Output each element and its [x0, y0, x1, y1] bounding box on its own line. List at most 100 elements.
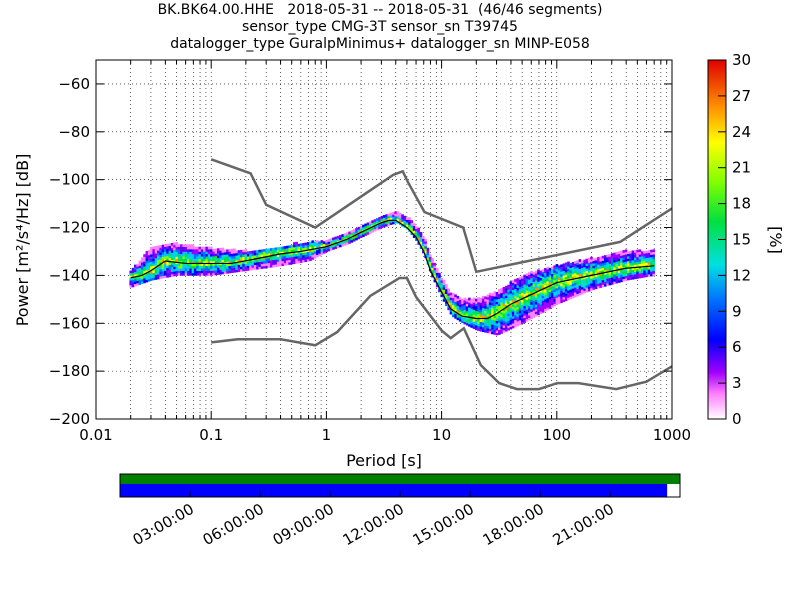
psd-cell — [511, 308, 515, 312]
psd-cell — [180, 256, 183, 259]
psd-cell — [260, 251, 264, 255]
psd-cell — [472, 319, 476, 322]
psd-cell — [560, 269, 563, 272]
psd-cell — [532, 272, 536, 275]
colorbar-tick-label: 27 — [732, 87, 751, 105]
psd-cell — [251, 250, 255, 254]
psd-cell — [375, 227, 379, 231]
psd-cell — [410, 227, 414, 231]
psd-cell — [177, 249, 181, 252]
psd-cell — [530, 297, 533, 300]
psd-cell — [286, 257, 289, 261]
psd-cell — [189, 263, 192, 267]
psd-cell — [433, 272, 437, 276]
y-tick-label: −160 — [49, 314, 90, 332]
psd-cell — [624, 259, 628, 262]
psd-cell — [587, 262, 591, 266]
psd-cell — [500, 292, 503, 296]
psd-cell — [235, 260, 238, 263]
psd-cell — [465, 310, 469, 314]
psd-cell — [240, 259, 243, 263]
psd-cell — [507, 320, 510, 324]
psd-cell — [488, 307, 492, 310]
psd-cell — [147, 266, 151, 270]
psd-cell — [180, 244, 183, 247]
psd-cell — [587, 269, 591, 273]
psd-cell — [652, 249, 656, 253]
psd-cell — [263, 263, 266, 267]
psd-cell — [599, 261, 603, 264]
psd-cell — [187, 270, 190, 274]
psd-cell — [555, 278, 559, 282]
psd-cell — [170, 274, 174, 277]
psd-cell — [454, 294, 457, 298]
psd-cell — [617, 265, 621, 269]
psd-cell — [555, 299, 559, 303]
psd-cell — [207, 246, 211, 250]
psd-cell — [212, 263, 215, 266]
psd-cell — [606, 276, 609, 279]
psd-cell — [445, 284, 448, 287]
psd-cell — [477, 299, 480, 303]
psd-cell — [502, 303, 506, 307]
psd-cell — [650, 266, 653, 270]
psd-cell — [500, 297, 503, 301]
psd-cell — [173, 259, 176, 262]
psd-cell — [633, 250, 637, 253]
psd-cell — [509, 281, 513, 284]
colorbar-tick-label: 9 — [732, 302, 742, 320]
psd-cell — [530, 278, 533, 281]
psd-cell — [594, 274, 598, 278]
psd-cell — [569, 284, 573, 288]
psd-cell — [617, 280, 621, 283]
psd-cell — [514, 312, 517, 316]
psd-cell — [548, 275, 552, 278]
psd-cell — [613, 259, 616, 263]
psd-cell — [200, 265, 204, 269]
psd-cell — [242, 251, 245, 255]
psd-cell — [435, 275, 439, 278]
psd-cell — [456, 310, 460, 313]
psd-cell — [454, 296, 457, 300]
psd-cell — [154, 253, 158, 256]
psd-cell — [230, 255, 234, 259]
psd-cell — [216, 250, 220, 254]
psd-cell — [445, 288, 448, 292]
psd-cell — [258, 249, 262, 253]
psd-cell — [272, 257, 275, 261]
psd-cell — [163, 244, 167, 247]
psd-cell — [652, 266, 656, 269]
colorbar-tick-label: 24 — [732, 123, 751, 141]
psd-cell — [564, 274, 568, 278]
psd-cell — [624, 273, 628, 277]
psd-cell — [511, 311, 515, 315]
psd-cell — [484, 308, 487, 312]
psd-cell — [207, 268, 211, 271]
psd-cell — [339, 244, 342, 248]
psd-cell — [592, 263, 596, 266]
psd-cell — [560, 266, 563, 270]
psd-cell — [585, 268, 589, 271]
psd-cell — [281, 248, 285, 252]
psd-cell — [643, 260, 646, 264]
psd-cell — [276, 259, 280, 262]
psd-cell — [173, 273, 176, 277]
psd-cell — [274, 254, 278, 258]
psd-cell — [580, 272, 584, 276]
psd-cell — [138, 277, 142, 281]
psd-cell — [364, 233, 368, 236]
psd-cell — [230, 248, 234, 252]
psd-cell — [251, 265, 255, 268]
psd-cell — [454, 315, 457, 319]
psd-cell — [422, 245, 425, 249]
psd-cell — [477, 318, 480, 322]
psd-cell — [193, 265, 197, 269]
psd-cell — [583, 269, 586, 272]
psd-cell — [638, 258, 642, 262]
psd-cell — [210, 253, 213, 257]
psd-cell — [221, 254, 225, 258]
psd-cell — [601, 255, 605, 259]
psd-cell — [585, 273, 589, 276]
psd-cell — [286, 260, 289, 263]
